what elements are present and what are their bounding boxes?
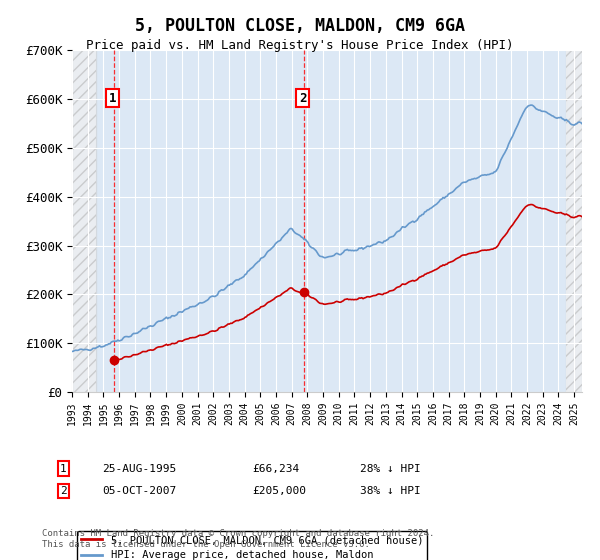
Text: 38% ↓ HPI: 38% ↓ HPI (360, 486, 421, 496)
Text: 2: 2 (299, 92, 307, 105)
Text: £205,000: £205,000 (252, 486, 306, 496)
Text: Contains HM Land Registry data © Crown copyright and database right 2024.
This d: Contains HM Land Registry data © Crown c… (42, 529, 434, 549)
Bar (72, 50, 95, 392)
Bar (72, 50, 95, 392)
Text: 2: 2 (60, 486, 67, 496)
Text: 05-OCT-2007: 05-OCT-2007 (102, 486, 176, 496)
Bar (566, 50, 582, 392)
Text: 1: 1 (109, 92, 116, 105)
Legend: 5, POULTON CLOSE, MALDON, CM9 6GA (detached house), HPI: Average price, detached: 5, POULTON CLOSE, MALDON, CM9 6GA (detac… (77, 531, 427, 560)
Text: 5, POULTON CLOSE, MALDON, CM9 6GA: 5, POULTON CLOSE, MALDON, CM9 6GA (135, 17, 465, 35)
Text: Price paid vs. HM Land Registry's House Price Index (HPI): Price paid vs. HM Land Registry's House … (86, 39, 514, 52)
Text: 28% ↓ HPI: 28% ↓ HPI (360, 464, 421, 474)
Bar (566, 50, 582, 392)
Text: 25-AUG-1995: 25-AUG-1995 (102, 464, 176, 474)
Text: 1: 1 (60, 464, 67, 474)
Text: £66,234: £66,234 (252, 464, 299, 474)
